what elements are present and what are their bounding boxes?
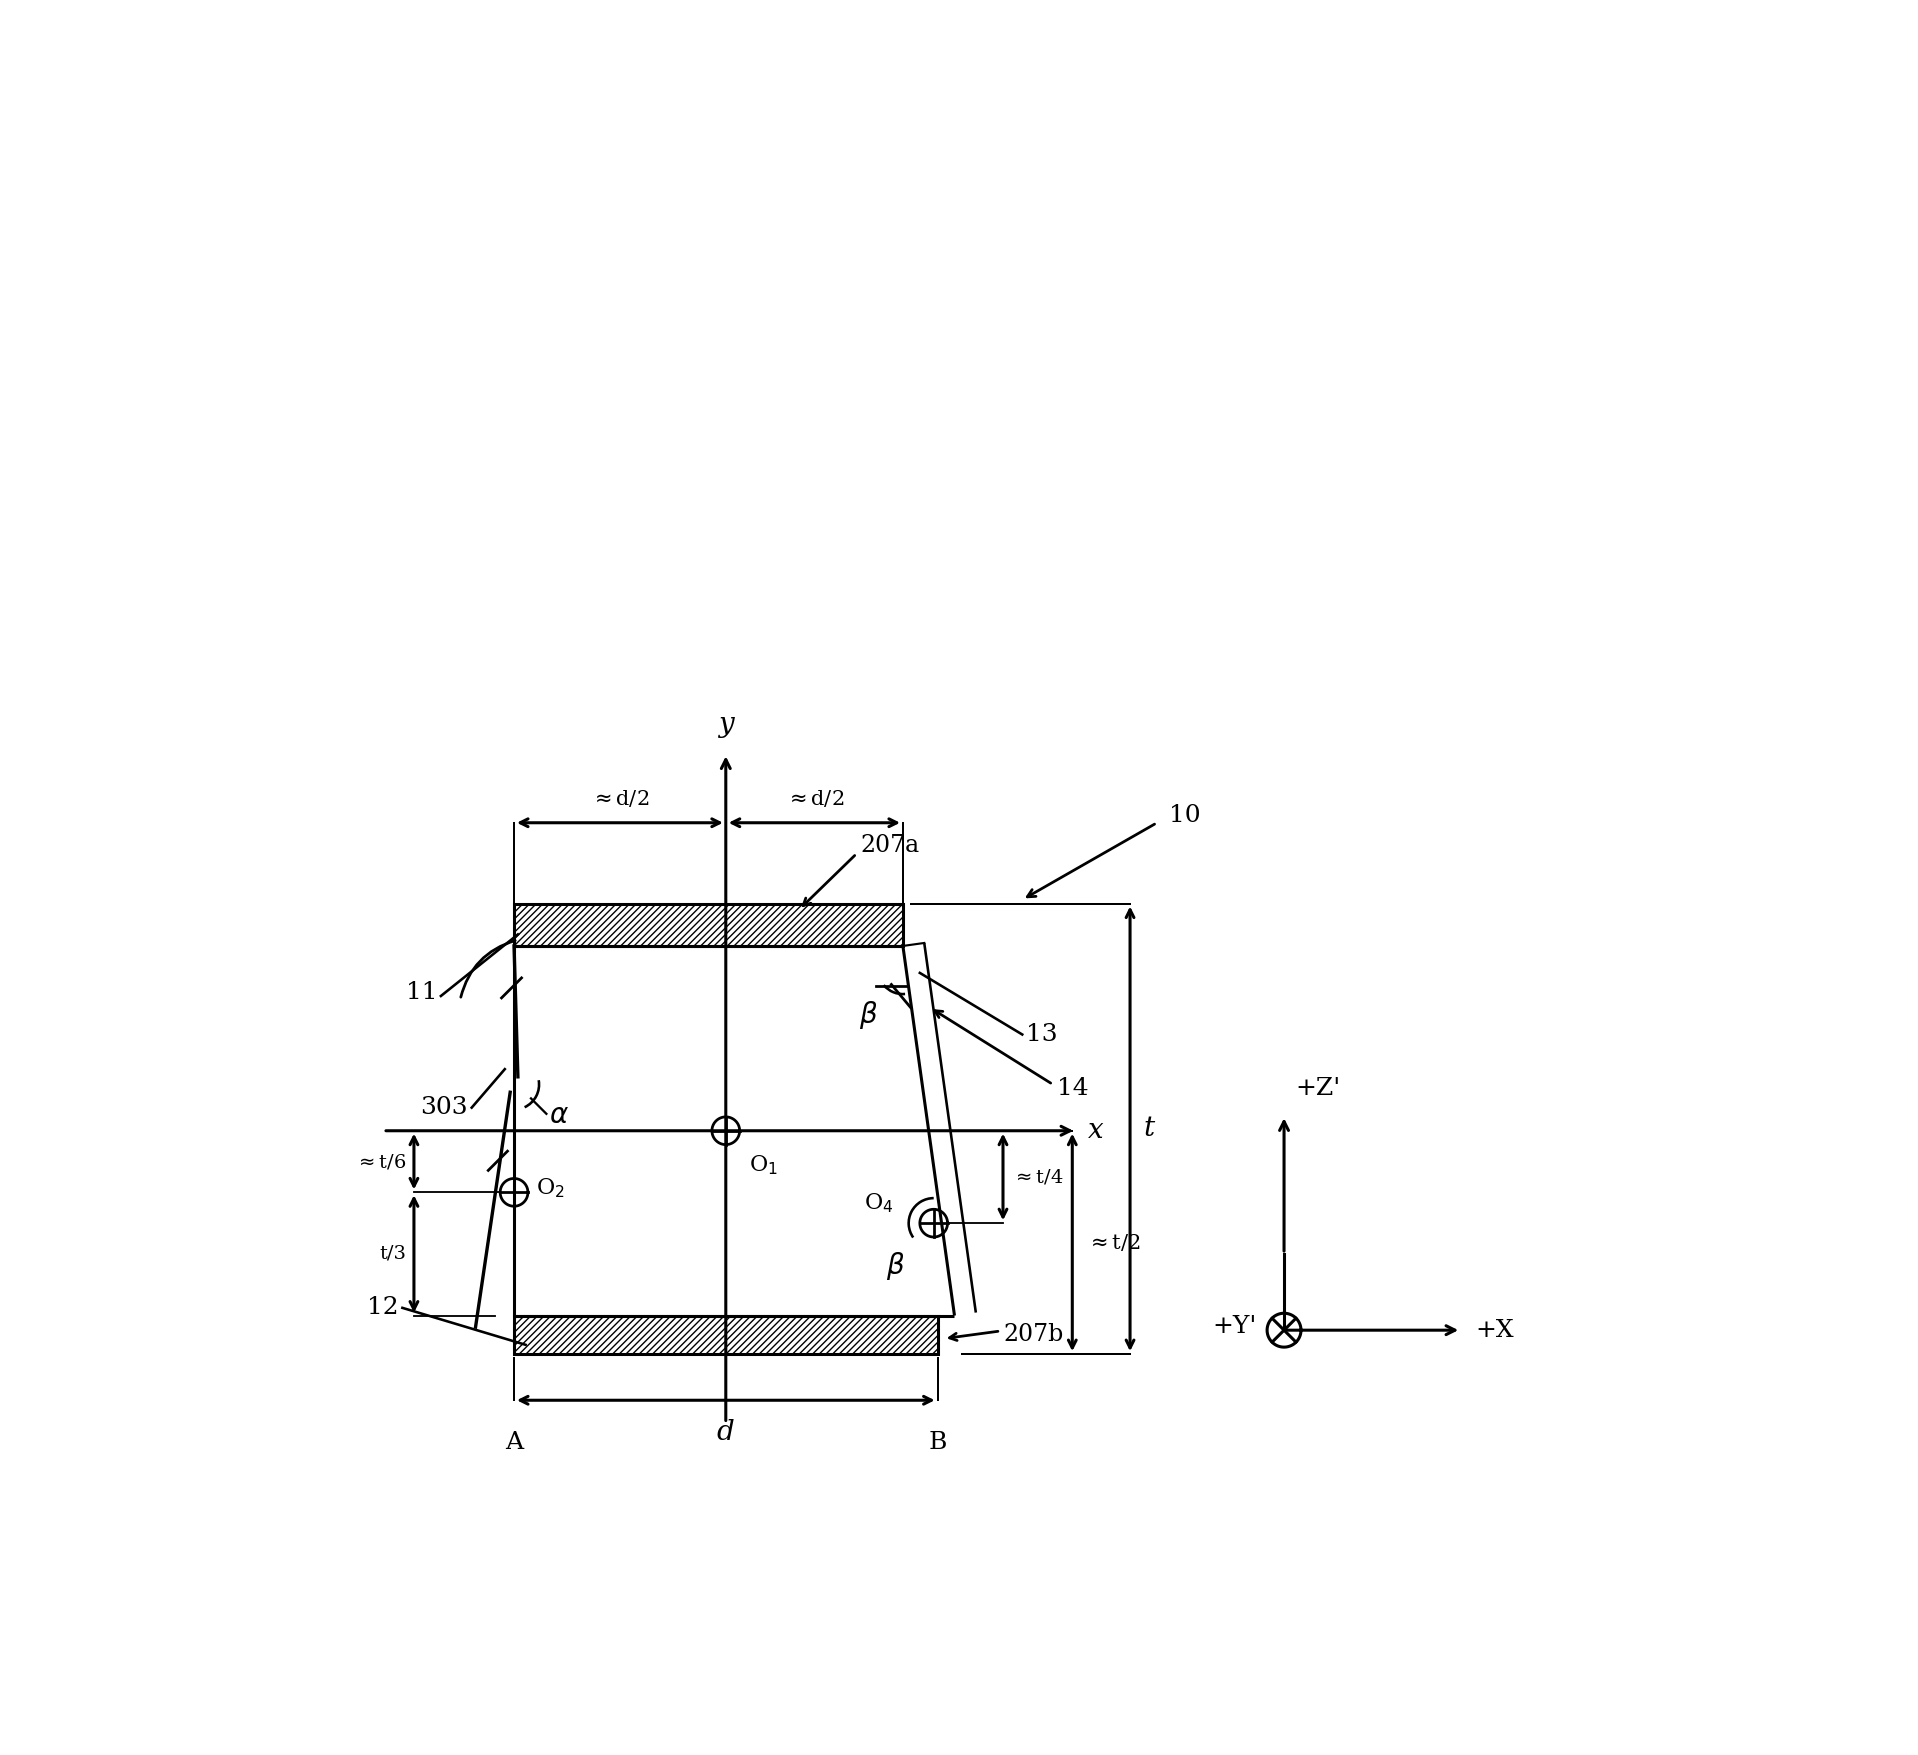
- Text: A: A: [504, 1430, 524, 1455]
- Text: d: d: [717, 1420, 735, 1446]
- Text: 13: 13: [1026, 1023, 1057, 1046]
- Text: O$_1$: O$_1$: [748, 1153, 777, 1178]
- Polygon shape: [514, 1316, 938, 1355]
- Text: $\beta$: $\beta$: [886, 1250, 905, 1281]
- Text: 207b: 207b: [1003, 1323, 1063, 1346]
- Text: 11: 11: [405, 981, 437, 1004]
- Text: 207a: 207a: [861, 834, 919, 858]
- Text: $\approx$t/4: $\approx$t/4: [1013, 1167, 1064, 1186]
- Polygon shape: [514, 904, 903, 946]
- Text: $\alpha$: $\alpha$: [549, 1102, 568, 1128]
- Text: +Z': +Z': [1295, 1078, 1341, 1100]
- Text: $\approx$d/2: $\approx$d/2: [784, 788, 844, 809]
- Text: $\beta$: $\beta$: [859, 999, 878, 1032]
- Text: B: B: [928, 1430, 947, 1455]
- Text: O$_2$: O$_2$: [535, 1176, 564, 1200]
- Text: $\approx$d/2: $\approx$d/2: [591, 788, 650, 809]
- Text: 10: 10: [1168, 804, 1201, 827]
- Text: y: y: [717, 711, 733, 739]
- Text: t: t: [1143, 1116, 1155, 1143]
- Text: $\approx$t/2: $\approx$t/2: [1086, 1232, 1141, 1253]
- Text: t/3: t/3: [380, 1244, 407, 1264]
- Text: +Y': +Y': [1212, 1314, 1256, 1337]
- Text: x: x: [1088, 1118, 1103, 1144]
- Text: 303: 303: [420, 1097, 468, 1120]
- Text: 14: 14: [1057, 1078, 1089, 1100]
- Text: O$_4$: O$_4$: [865, 1192, 894, 1216]
- Text: 12: 12: [366, 1297, 399, 1320]
- Text: +X: +X: [1475, 1318, 1513, 1341]
- Text: $\approx$t/6: $\approx$t/6: [355, 1151, 407, 1171]
